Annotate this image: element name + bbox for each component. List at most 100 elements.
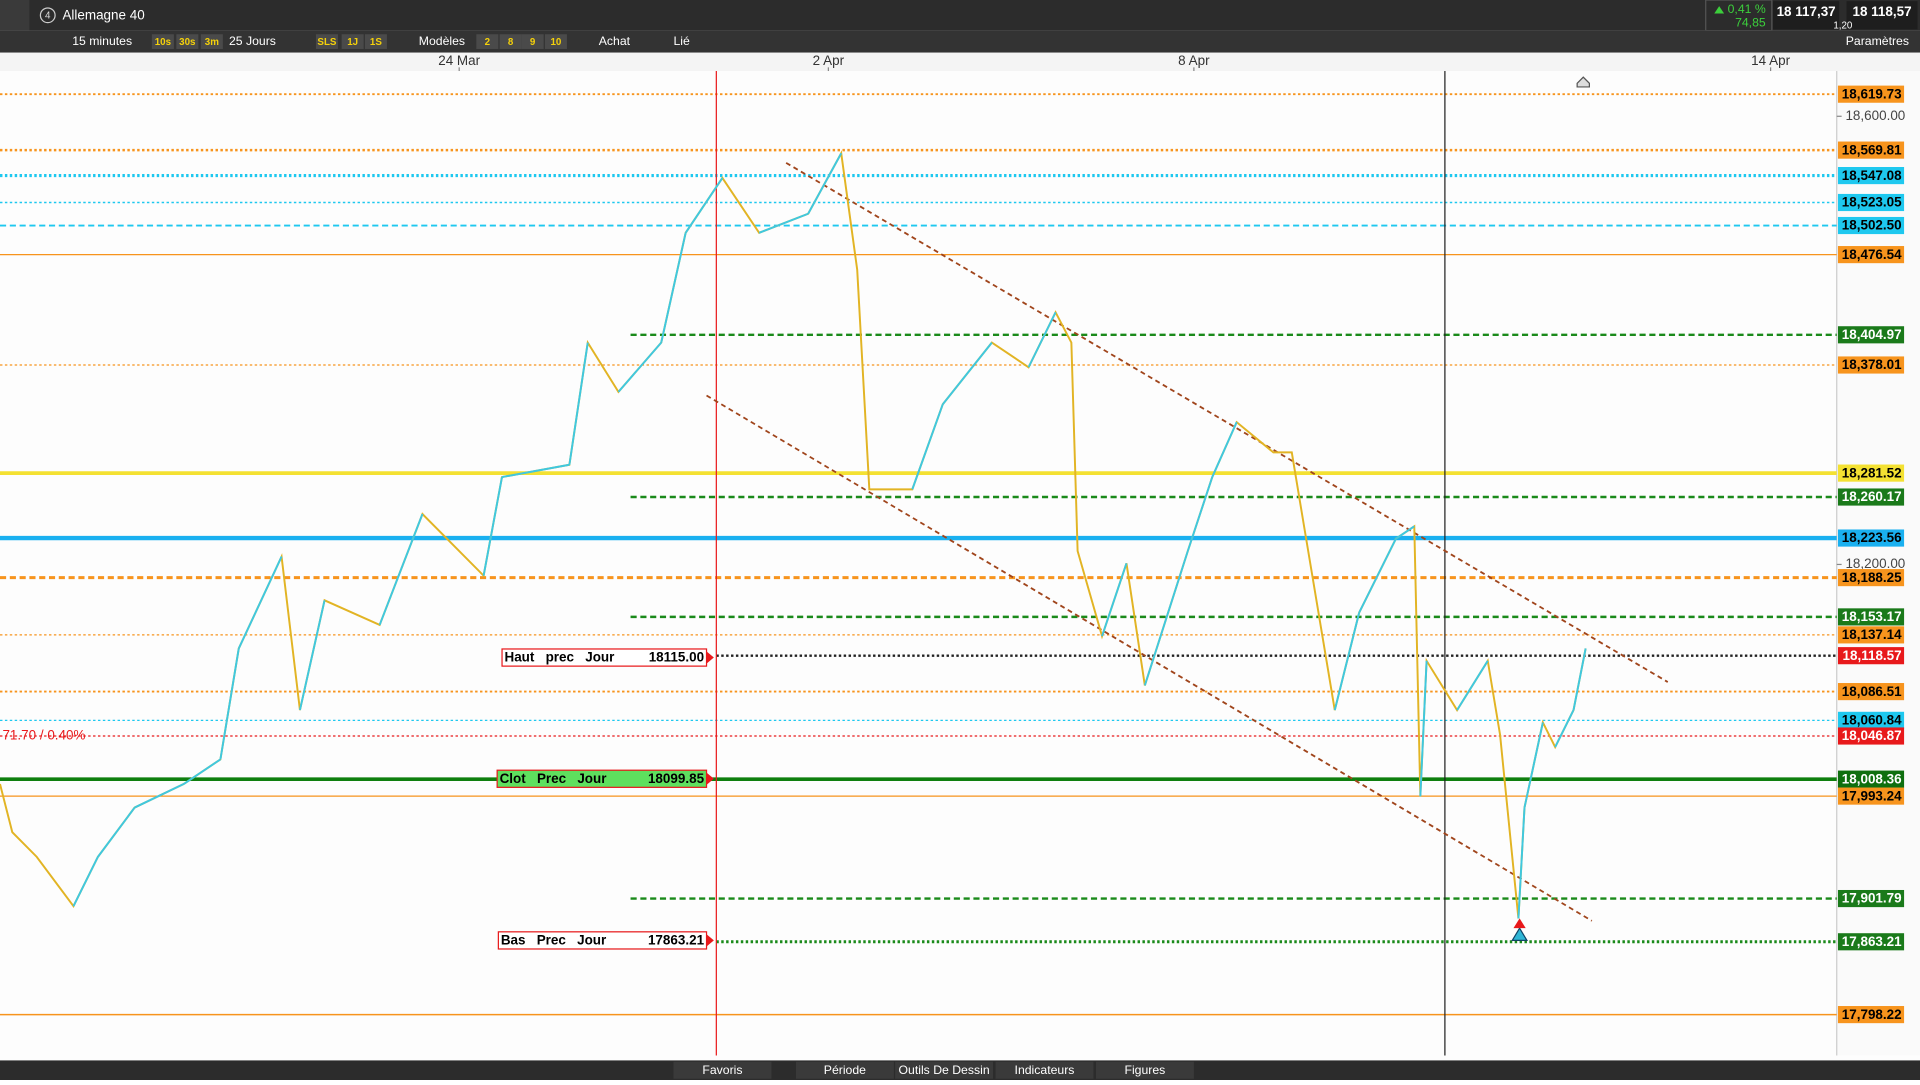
up-segment (1456, 660, 1489, 711)
up-segment (1211, 421, 1238, 478)
toolbar-button[interactable] (176, 34, 199, 49)
up-segment (378, 513, 424, 626)
level-label-bg (1837, 770, 1905, 788)
level-label-bg (1837, 647, 1905, 665)
level-label: 18,046.87 (1842, 728, 1902, 743)
day-box-label: Haut prec Jour (504, 650, 615, 665)
link[interactable]: Lié (673, 34, 690, 48)
level-label: 18,502.50 (1842, 218, 1902, 233)
level-label: 18,086.51 (1842, 684, 1902, 699)
level-label-bg (1837, 569, 1905, 587)
footer-tab-label: Période (824, 1063, 866, 1077)
toolbar-button[interactable] (364, 34, 387, 49)
level-label: 18,378.01 (1842, 357, 1902, 372)
x-tick-label: 2 Apr (813, 53, 845, 68)
badge-circle (39, 7, 56, 24)
ask-button[interactable] (1846, 1, 1918, 30)
up-segment (758, 212, 809, 234)
marker (1511, 926, 1529, 942)
level-label-bg (1837, 85, 1905, 103)
level-label: 18,523.05 (1842, 195, 1902, 210)
date-axis (0, 52, 1920, 72)
x-tick-label: 14 Apr (1751, 53, 1790, 68)
range[interactable]: 25 Jours (229, 34, 276, 48)
x-axis: 24 Mar 2 Apr 8 Apr 14 Apr (438, 53, 1791, 72)
toolbar-button[interactable] (200, 34, 223, 49)
level-label-bg (1837, 727, 1905, 745)
x-tick-label: 8 Apr (1178, 53, 1210, 68)
level-label: 17,863.21 (1842, 934, 1902, 949)
toolbar-button[interactable] (341, 34, 364, 49)
toolbar-button[interactable] (315, 34, 338, 49)
up-segment (1554, 709, 1575, 748)
toolbar-button[interactable] (521, 34, 544, 49)
day-box-arrow (706, 934, 714, 947)
up-segment (237, 556, 283, 649)
toolbar-button[interactable] (476, 34, 499, 49)
up-segment (568, 342, 589, 465)
level-label-bg (1837, 1006, 1905, 1024)
level-label-bg (1837, 356, 1905, 374)
level-label: 18,137.14 (1842, 627, 1902, 642)
level-label: 18,547.08 (1842, 168, 1902, 183)
footer-tab[interactable] (895, 1061, 994, 1079)
level-label: 17,993.24 (1842, 788, 1902, 803)
level-label: 17,798.22 (1842, 1007, 1902, 1022)
spread: 1,20 (1833, 20, 1853, 31)
bid-button[interactable] (1773, 1, 1840, 30)
bid: 18 117,37 (1777, 4, 1836, 19)
level-label: 18,404.97 (1842, 327, 1902, 342)
toolbar-button-label: 30s (179, 37, 196, 48)
templates[interactable]: Modèles (419, 34, 465, 48)
marker (1513, 918, 1526, 929)
up-segment (482, 476, 503, 576)
level-label: 18,619.73 (1842, 86, 1902, 101)
up-segment (134, 783, 185, 809)
toolbar-button-label: 2 (485, 37, 491, 48)
footer-tab[interactable] (673, 1061, 772, 1079)
up-segment (911, 403, 944, 490)
instrument[interactable]: Allemagne 40 (62, 7, 144, 22)
up-segment (942, 341, 993, 405)
toolbar-button-label: SLS (317, 37, 336, 48)
day-box-arrow (706, 651, 714, 664)
change-box (1705, 0, 1773, 32)
settings[interactable]: Paramètres (1846, 34, 1909, 48)
toolbar-button[interactable] (499, 34, 522, 49)
level-label-bg (1837, 608, 1905, 626)
level-label-bg (1837, 464, 1905, 482)
up-segment (1572, 648, 1587, 711)
toolbar-buttons: 10s 30s 3m SLS 1J 1S 2 8 9 10 (151, 34, 567, 49)
day-box-label: Clot Prec Jour (500, 771, 608, 786)
level-label: 18,153.17 (1842, 609, 1902, 624)
level-label-bg (1837, 933, 1905, 951)
level-label-bg (1837, 193, 1905, 212)
top-toolbar (0, 0, 1920, 31)
annotation: 71.70 / 0.40% (2, 728, 85, 743)
up-segment (1395, 525, 1415, 540)
toolbar-button[interactable] (544, 34, 567, 49)
buy[interactable]: Achat (599, 34, 631, 48)
bottom-tabs: Favoris Période Outils De Dessin Indicateur… (673, 1061, 1194, 1079)
level-label-bg (1837, 167, 1905, 185)
ask: 18 118,57 (1852, 4, 1911, 19)
menu-button[interactable] (0, 0, 30, 31)
up-segment (1333, 612, 1361, 711)
level-label-bg (1837, 326, 1905, 344)
day-box-label: Bas Prec Jour (501, 933, 607, 948)
footer-tab[interactable] (795, 1061, 894, 1079)
up-arrow (1714, 6, 1725, 14)
up-segment (807, 152, 843, 215)
footer-tab-label: Favoris (702, 1063, 742, 1077)
day-box-value: 17863.21 (648, 933, 705, 948)
footer-tab[interactable] (1095, 1061, 1194, 1079)
level-label-bg (1837, 889, 1905, 908)
level-label-bg (1837, 683, 1905, 701)
footer-tab[interactable] (995, 1061, 1094, 1079)
toolbar-button[interactable] (151, 34, 174, 49)
home-icon (1576, 76, 1590, 88)
interval[interactable]: 15 minutes (72, 34, 132, 48)
up-segment (1358, 538, 1397, 614)
footer-tab-label: Figures (1124, 1063, 1165, 1077)
